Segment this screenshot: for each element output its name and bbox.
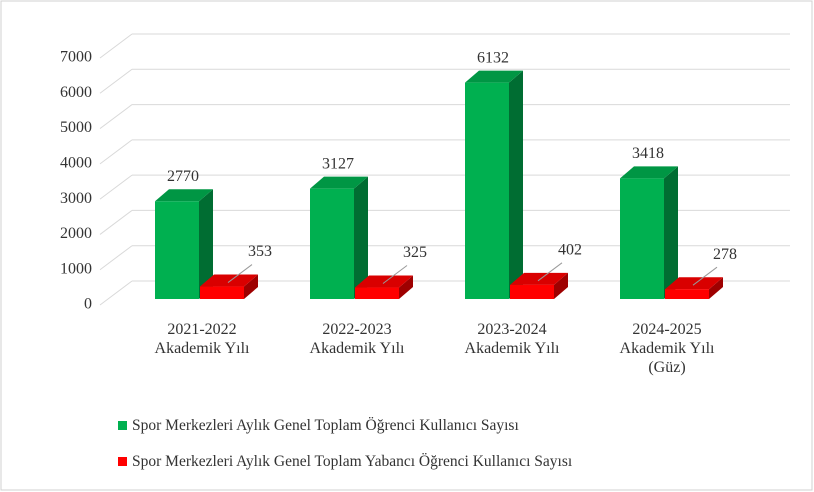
grid-line-side	[99, 68, 133, 94]
bar-top	[310, 176, 368, 189]
grid-line-side	[99, 33, 133, 59]
bar-top	[620, 166, 678, 179]
bar	[620, 178, 664, 299]
x-tick-label: 2024-2025 Akademik Yılı (Güz)	[619, 321, 715, 376]
bar	[665, 289, 709, 299]
grid-line-side	[99, 139, 133, 165]
bar	[200, 286, 244, 299]
data-label: 325	[403, 244, 427, 261]
y-tick-label: 7000	[60, 49, 92, 66]
grid-line-side	[99, 210, 133, 235]
data-label: 278	[713, 246, 737, 263]
bar-side	[354, 176, 368, 299]
data-label: 402	[558, 241, 582, 258]
bar	[465, 82, 509, 300]
grid-line-side	[99, 104, 133, 129]
bar-top	[465, 70, 523, 83]
leader-line	[692, 266, 718, 286]
bar-side	[199, 189, 213, 299]
x-tick-label: 2023-2024 Akademik Yılı	[464, 321, 560, 357]
data-label: 353	[248, 243, 272, 260]
bar-top	[665, 277, 723, 290]
bar-side	[554, 272, 568, 299]
legend-swatch	[118, 457, 127, 466]
legend-text: Spor Merkezleri Aylık Genel Toplam Öğren…	[132, 417, 519, 434]
x-tick-label: 2021-2022 Akademik Yılı	[154, 321, 250, 357]
y-tick-label: 5000	[60, 119, 92, 136]
legend-item: Spor Merkezleri Aylık Genel Toplam Yaban…	[118, 453, 572, 471]
grid-line-side	[99, 280, 133, 306]
bar-side	[399, 275, 413, 299]
data-label: 3127	[322, 155, 354, 172]
legend-text: Spor Merkezleri Aylık Genel Toplam Yaban…	[132, 453, 573, 470]
legend-item: Spor Merkezleri Aylık Genel Toplam Öğren…	[118, 417, 519, 435]
y-tick-label: 4000	[60, 155, 92, 172]
bar-top	[155, 189, 213, 202]
y-tick-label: 1000	[60, 260, 92, 277]
bar	[310, 188, 354, 299]
bar-top	[510, 272, 568, 285]
y-tick-label: 2000	[60, 225, 92, 242]
bar	[510, 284, 554, 299]
y-tick-label: 3000	[60, 190, 92, 207]
bar-side	[664, 166, 678, 299]
bar-side	[709, 277, 723, 299]
y-tick-label: 6000	[60, 84, 92, 101]
leader-line	[382, 265, 408, 284]
y-tick-label: 0	[84, 296, 92, 313]
data-label: 2770	[167, 168, 199, 185]
x-tick-label: 2022-2023 Akademik Yılı	[309, 321, 405, 357]
bar-side	[244, 274, 258, 299]
leader-line	[227, 264, 253, 283]
grid-line-side	[99, 245, 133, 271]
bar	[155, 201, 199, 299]
bar-side	[509, 70, 523, 300]
bar-top	[200, 274, 258, 287]
legend-swatch	[118, 421, 127, 430]
grid-line-side	[99, 174, 133, 200]
bar-top	[355, 275, 413, 288]
data-label: 3418	[632, 145, 664, 162]
bar	[355, 287, 399, 299]
leader-line	[537, 262, 563, 282]
data-label: 6132	[477, 49, 509, 66]
